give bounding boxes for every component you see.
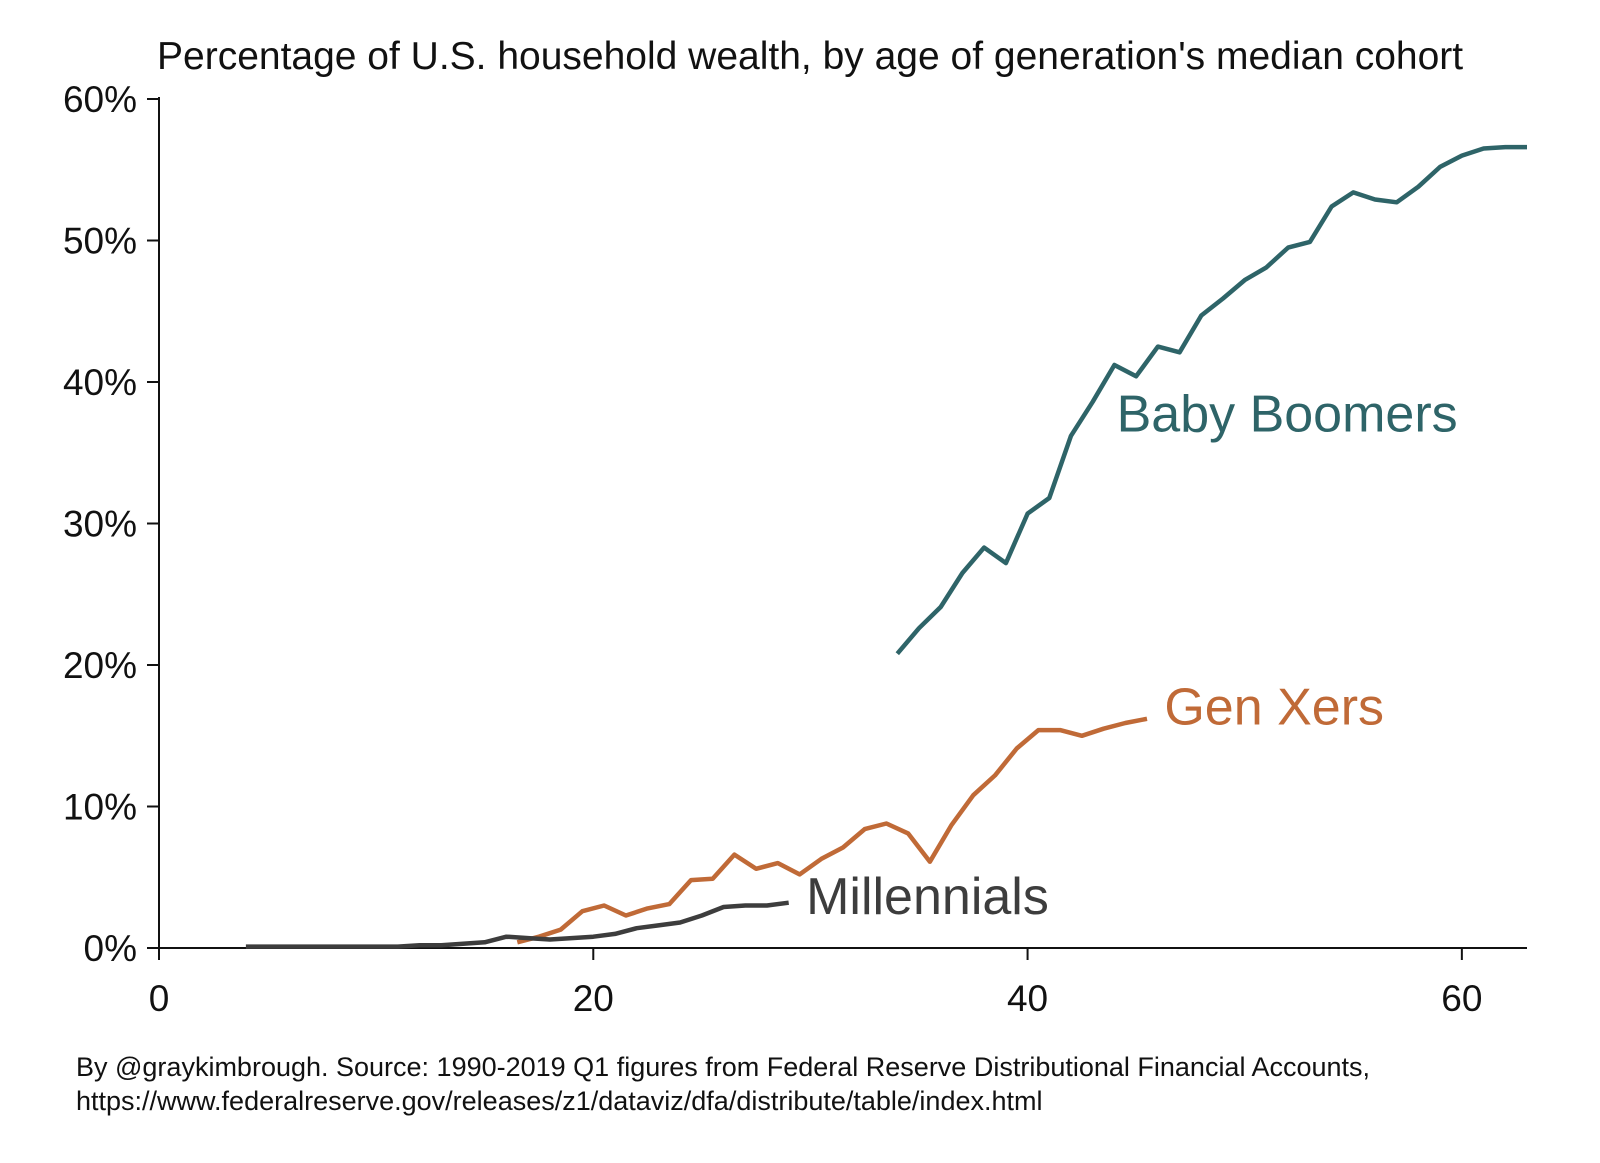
series-line-gen-xers [516, 716, 1148, 945]
y-tick-label: 0% [84, 928, 137, 969]
series-label-gen-xers: Gen Xers [1164, 678, 1384, 736]
y-tick-label: 40% [63, 362, 137, 403]
series-label-baby-boomers: Baby Boomers [1117, 386, 1458, 444]
source-note: By @graykimbrough. Source: 1990-2019 Q1 … [76, 1050, 1370, 1118]
series-layer [245, 144, 1527, 949]
x-tick-label: 0 [149, 978, 170, 1019]
x-tick-label: 60 [1441, 978, 1482, 1019]
series-line-millennials [245, 900, 789, 949]
chart-title: Percentage of U.S. household wealth, by … [157, 35, 1464, 78]
source-line-1: By @graykimbrough. Source: 1990-2019 Q1 … [76, 1052, 1371, 1082]
y-tick-label: 50% [63, 221, 137, 262]
y-tick-label: 10% [63, 787, 137, 828]
axes: 0% 10% 20% 30% 40% 50% 60% 0 20 40 60 [63, 79, 1527, 1019]
source-line-2: https://www.federalreserve.gov/releases/… [76, 1086, 1043, 1116]
x-tick-label: 20 [573, 978, 614, 1019]
x-tick-label: 40 [1007, 978, 1048, 1019]
y-tick-label: 60% [63, 79, 137, 120]
series-label-millennials: Millennials [806, 868, 1049, 926]
y-tick-label: 30% [63, 504, 137, 545]
y-tick-label: 20% [63, 645, 137, 686]
series-labels: Baby Boomers Gen Xers Millennials [806, 386, 1458, 927]
line-chart: 0% 10% 20% 30% 40% 50% 60% 0 20 40 60 Baby Boomers… [63, 79, 1527, 1019]
series-line-baby-boomers [895, 144, 1527, 656]
